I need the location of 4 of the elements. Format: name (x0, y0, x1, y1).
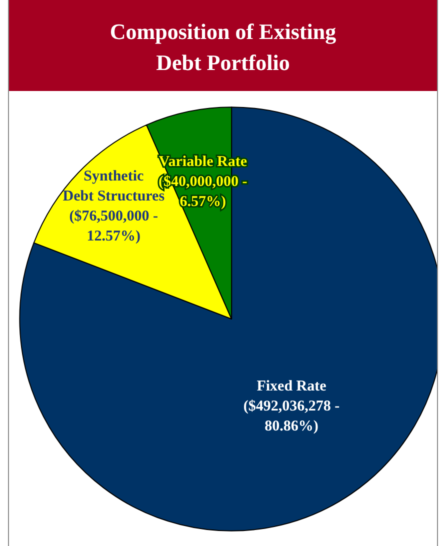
data-label: ($76,500,000 - 12.57%) (69, 208, 158, 244)
slice-label: Fixed Rate (256, 378, 327, 394)
chart-title: Composition of Existing Debt Portfolio (9, 0, 437, 91)
data-label: ($492,036,278 - 80.86%) (243, 398, 340, 434)
